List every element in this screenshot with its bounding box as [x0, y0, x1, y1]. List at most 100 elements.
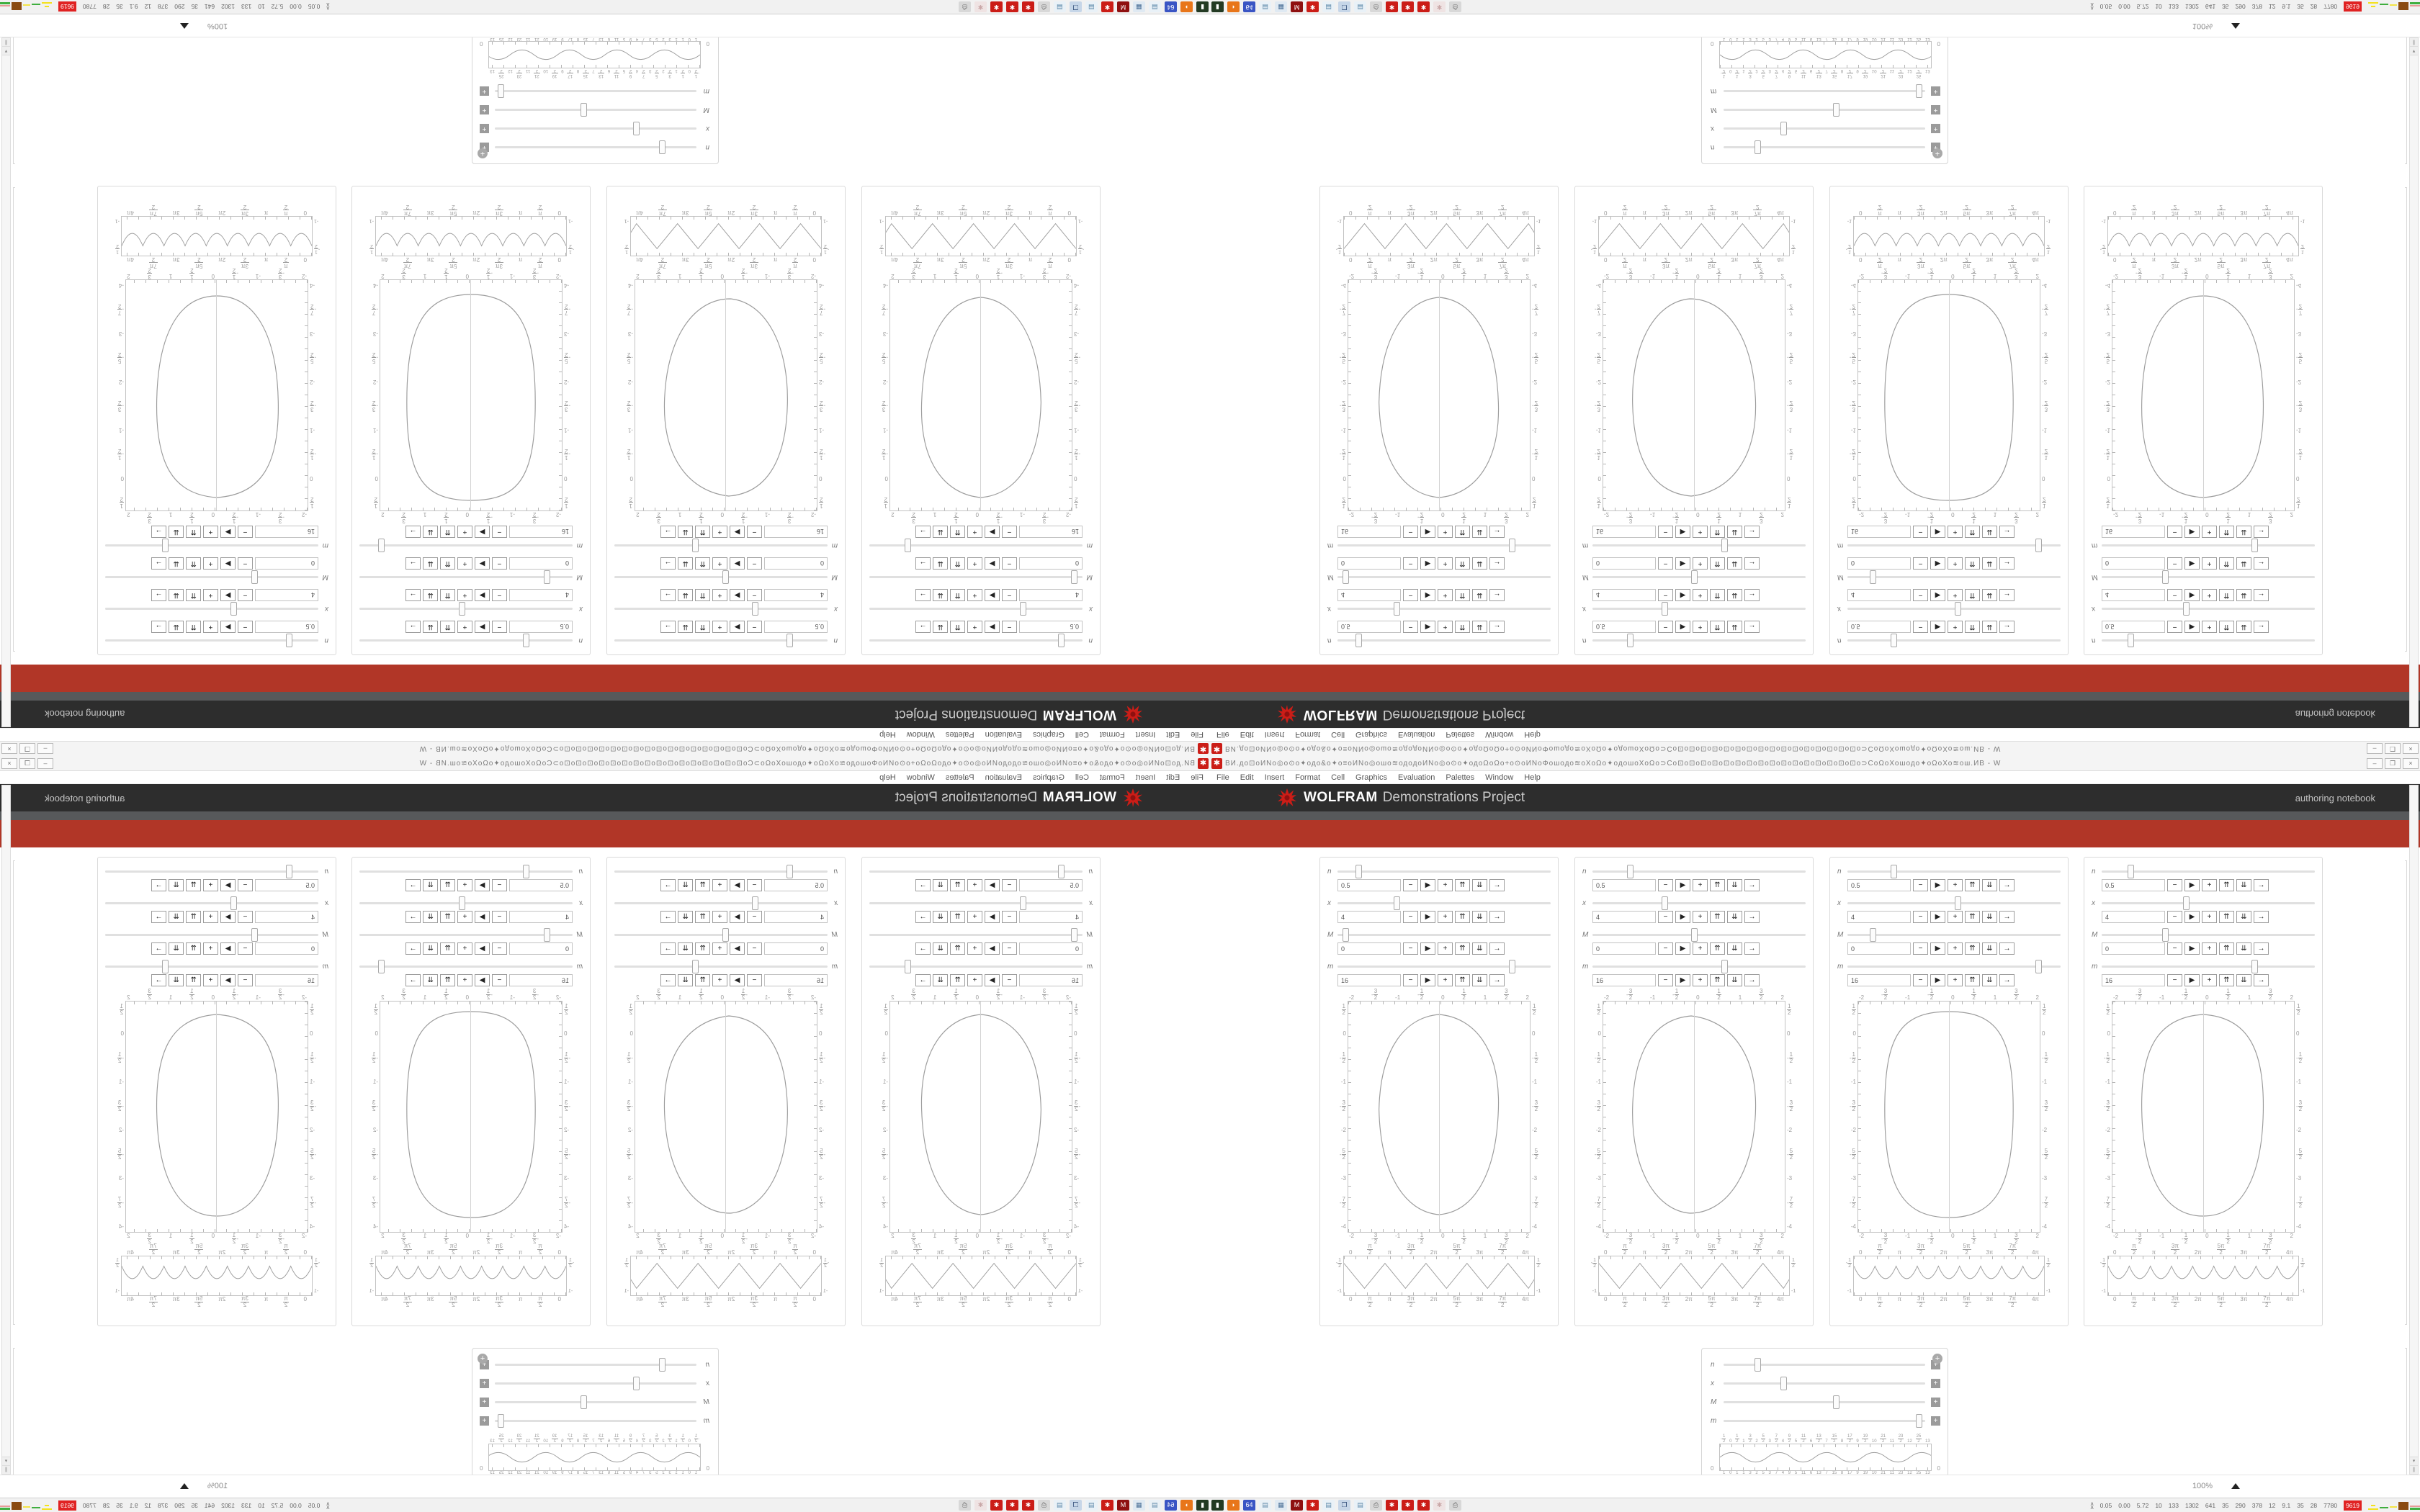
faster-button[interactable]: ⇈ [440, 879, 455, 891]
direction-button[interactable]: → [1489, 589, 1505, 601]
play-button[interactable]: ▶ [1930, 974, 1945, 986]
step-minus-button[interactable]: − [238, 557, 253, 570]
play-button[interactable]: ▶ [2184, 526, 2200, 538]
step-plus-button[interactable]: + [967, 974, 982, 986]
menu-item-palettes[interactable]: Palettes [945, 730, 974, 739]
direction-button[interactable]: → [1744, 974, 1760, 986]
slider-value-field[interactable] [764, 974, 828, 986]
slower-button[interactable]: ⇊ [678, 942, 693, 955]
play-button[interactable]: ▶ [1675, 911, 1690, 923]
slider-handle[interactable] [1869, 570, 1876, 585]
direction-button[interactable]: → [1999, 526, 2015, 538]
slider-value-field[interactable] [1847, 974, 1911, 986]
taskbar-icon-printer-doc-2[interactable]: ⎙ [1449, 1500, 1461, 1511]
direction-button[interactable]: → [405, 911, 421, 923]
slider-track[interactable] [1337, 959, 1551, 973]
slider-handle[interactable] [905, 959, 912, 973]
restore-button[interactable]: ❐ [2385, 743, 2401, 755]
step-minus-button[interactable]: − [1002, 974, 1017, 986]
direction-button[interactable]: → [660, 879, 676, 891]
slider-value-field[interactable] [1592, 526, 1656, 538]
slider-track[interactable] [1337, 864, 1551, 878]
menu-item-edit[interactable]: Edit [1240, 773, 1254, 782]
direction-button[interactable]: → [915, 589, 931, 601]
slider-value-field[interactable] [509, 621, 573, 633]
menu-item-help[interactable]: Help [879, 730, 896, 739]
slider-handle[interactable] [2183, 602, 2190, 616]
slider-handle[interactable] [722, 927, 729, 942]
faster-button[interactable]: ⇈ [1455, 526, 1470, 538]
taskbar-icon-blue-window[interactable]: ❐ [1338, 1500, 1350, 1511]
step-minus-button[interactable]: − [1403, 557, 1418, 570]
step-plus-button[interactable]: + [457, 557, 472, 570]
slider-track[interactable] [1337, 602, 1551, 616]
direction-button[interactable]: → [915, 911, 931, 923]
slider-track[interactable] [105, 927, 318, 942]
step-plus-button[interactable]: + [457, 879, 472, 891]
menu-item-graphics[interactable]: Graphics [1355, 730, 1388, 739]
play-button[interactable]: ▶ [1420, 879, 1435, 891]
step-plus-button[interactable]: + [2202, 879, 2217, 891]
slider-track[interactable] [105, 864, 318, 878]
play-button[interactable]: ▶ [1675, 621, 1690, 633]
play-button[interactable]: ▶ [2184, 557, 2200, 570]
menu-item-help[interactable]: Help [1524, 730, 1541, 739]
minimize-button[interactable]: – [2367, 743, 2383, 755]
slider-track[interactable] [1337, 570, 1551, 585]
step-plus-button[interactable]: + [1948, 942, 1963, 955]
slider-value-field[interactable] [1337, 621, 1401, 633]
faster-button[interactable]: ⇈ [1455, 879, 1470, 891]
cell-bracket[interactable] [13, 1348, 15, 1483]
play-button[interactable]: ▶ [1420, 526, 1435, 538]
slider-value-field[interactable] [1337, 942, 1401, 955]
expand-controls-button[interactable]: + [1931, 124, 1940, 134]
play-button[interactable]: ▶ [1675, 589, 1690, 601]
play-button[interactable]: ▶ [220, 974, 236, 986]
faster-button[interactable]: ⇈ [440, 557, 455, 570]
faster-button[interactable]: ⇈ [1710, 942, 1725, 955]
slower-button[interactable]: ⇊ [169, 589, 184, 601]
magnification-label[interactable]: 100% [2192, 1481, 2213, 1490]
slider-track[interactable] [1724, 122, 1925, 136]
direction-button[interactable]: → [1489, 974, 1505, 986]
menu-item-window[interactable]: Window [1485, 730, 1514, 739]
faster-button[interactable]: ⇈ [2219, 879, 2234, 891]
slower-button[interactable]: ⇊ [933, 942, 948, 955]
close-button[interactable]: × [1, 743, 17, 755]
slower-button[interactable]: ⇊ [1727, 942, 1742, 955]
slower-button[interactable]: ⇊ [2236, 879, 2251, 891]
slider-track[interactable] [1847, 864, 2061, 878]
vertical-scrollbar[interactable]: ▾ ∥ [2409, 785, 2419, 1475]
menu-item-insert[interactable]: Insert [1264, 730, 1285, 739]
taskbar-icon-notepad[interactable]: ▤ [1149, 1500, 1161, 1511]
slower-button[interactable]: ⇊ [1727, 911, 1742, 923]
direction-button[interactable]: → [1489, 557, 1505, 570]
expand-controls-button[interactable]: + [480, 1378, 489, 1388]
slider-value-field[interactable] [2102, 911, 2165, 923]
taskbar-icon-wolfram-spikey-pale[interactable]: ✱ [1433, 1500, 1446, 1511]
slider-value-field[interactable] [509, 589, 573, 601]
play-button[interactable]: ▶ [985, 911, 1000, 923]
menu-item-palettes[interactable]: Palettes [1446, 773, 1475, 782]
taskbar-icon-printer-doc[interactable]: ⎙ [1038, 1, 1050, 12]
direction-button[interactable]: → [1489, 526, 1505, 538]
direction-button[interactable]: → [151, 557, 166, 570]
slower-button[interactable]: ⇊ [423, 942, 438, 955]
slider-handle[interactable] [1754, 1357, 1761, 1372]
step-minus-button[interactable]: − [1002, 557, 1017, 570]
step-plus-button[interactable]: + [1438, 526, 1453, 538]
step-minus-button[interactable]: − [492, 974, 507, 986]
slider-handle[interactable] [581, 1395, 588, 1409]
step-plus-button[interactable]: + [1438, 942, 1453, 955]
step-plus-button[interactable]: + [967, 526, 982, 538]
slider-track[interactable] [1847, 602, 2061, 616]
close-button[interactable]: × [2403, 757, 2419, 769]
menu-item-window[interactable]: Window [1485, 773, 1514, 782]
slider-handle[interactable] [581, 103, 588, 117]
step-plus-button[interactable]: + [203, 557, 218, 570]
step-minus-button[interactable]: − [1403, 621, 1418, 633]
taskbar-icon-printer-doc-2[interactable]: ⎙ [959, 1500, 971, 1511]
step-minus-button[interactable]: − [2167, 557, 2182, 570]
menu-item-insert[interactable]: Insert [1135, 773, 1156, 782]
cell-bracket[interactable] [2405, 1348, 2407, 1483]
